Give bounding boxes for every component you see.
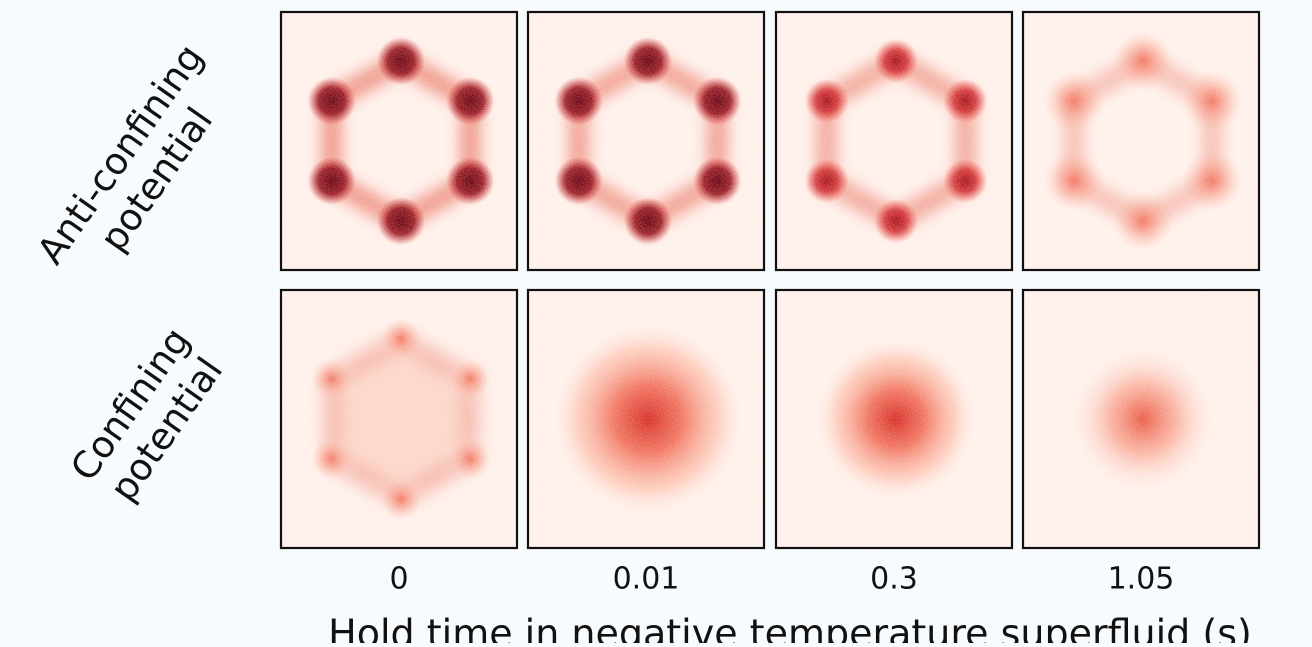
panel-frame [774, 10, 1014, 272]
panel-frame [279, 10, 519, 272]
image-panel [526, 288, 766, 550]
image-panel [774, 288, 1014, 550]
image-panel [279, 10, 519, 272]
image [776, 12, 1012, 270]
panel-frame [1021, 288, 1261, 550]
image [1023, 290, 1259, 548]
image [281, 290, 517, 548]
column-label: 0.01 [613, 562, 680, 597]
noise [281, 290, 517, 548]
noise [776, 290, 1012, 548]
column-label: 0 [389, 562, 408, 597]
image-panel [1021, 288, 1261, 550]
image [528, 12, 764, 270]
noise [281, 12, 517, 270]
panel-frame [279, 288, 519, 550]
image-panel [526, 10, 766, 272]
panel-frame [1021, 10, 1261, 272]
image-panel [1021, 10, 1261, 272]
noise [1023, 290, 1259, 548]
panel-frame [774, 288, 1014, 550]
image [528, 290, 764, 548]
image [1023, 12, 1259, 270]
image-panel [774, 10, 1014, 272]
noise [528, 12, 764, 270]
x-axis-label: Hold time in negative temperature superf… [328, 612, 1252, 644]
noise [776, 12, 1012, 270]
noise [1023, 12, 1259, 270]
panel-frame [526, 10, 766, 272]
column-label: 1.05 [1108, 562, 1175, 597]
panel-frame [526, 288, 766, 550]
image [776, 290, 1012, 548]
image-panel [279, 288, 519, 550]
noise [528, 290, 764, 548]
image [281, 12, 517, 270]
column-label: 0.3 [870, 562, 918, 597]
